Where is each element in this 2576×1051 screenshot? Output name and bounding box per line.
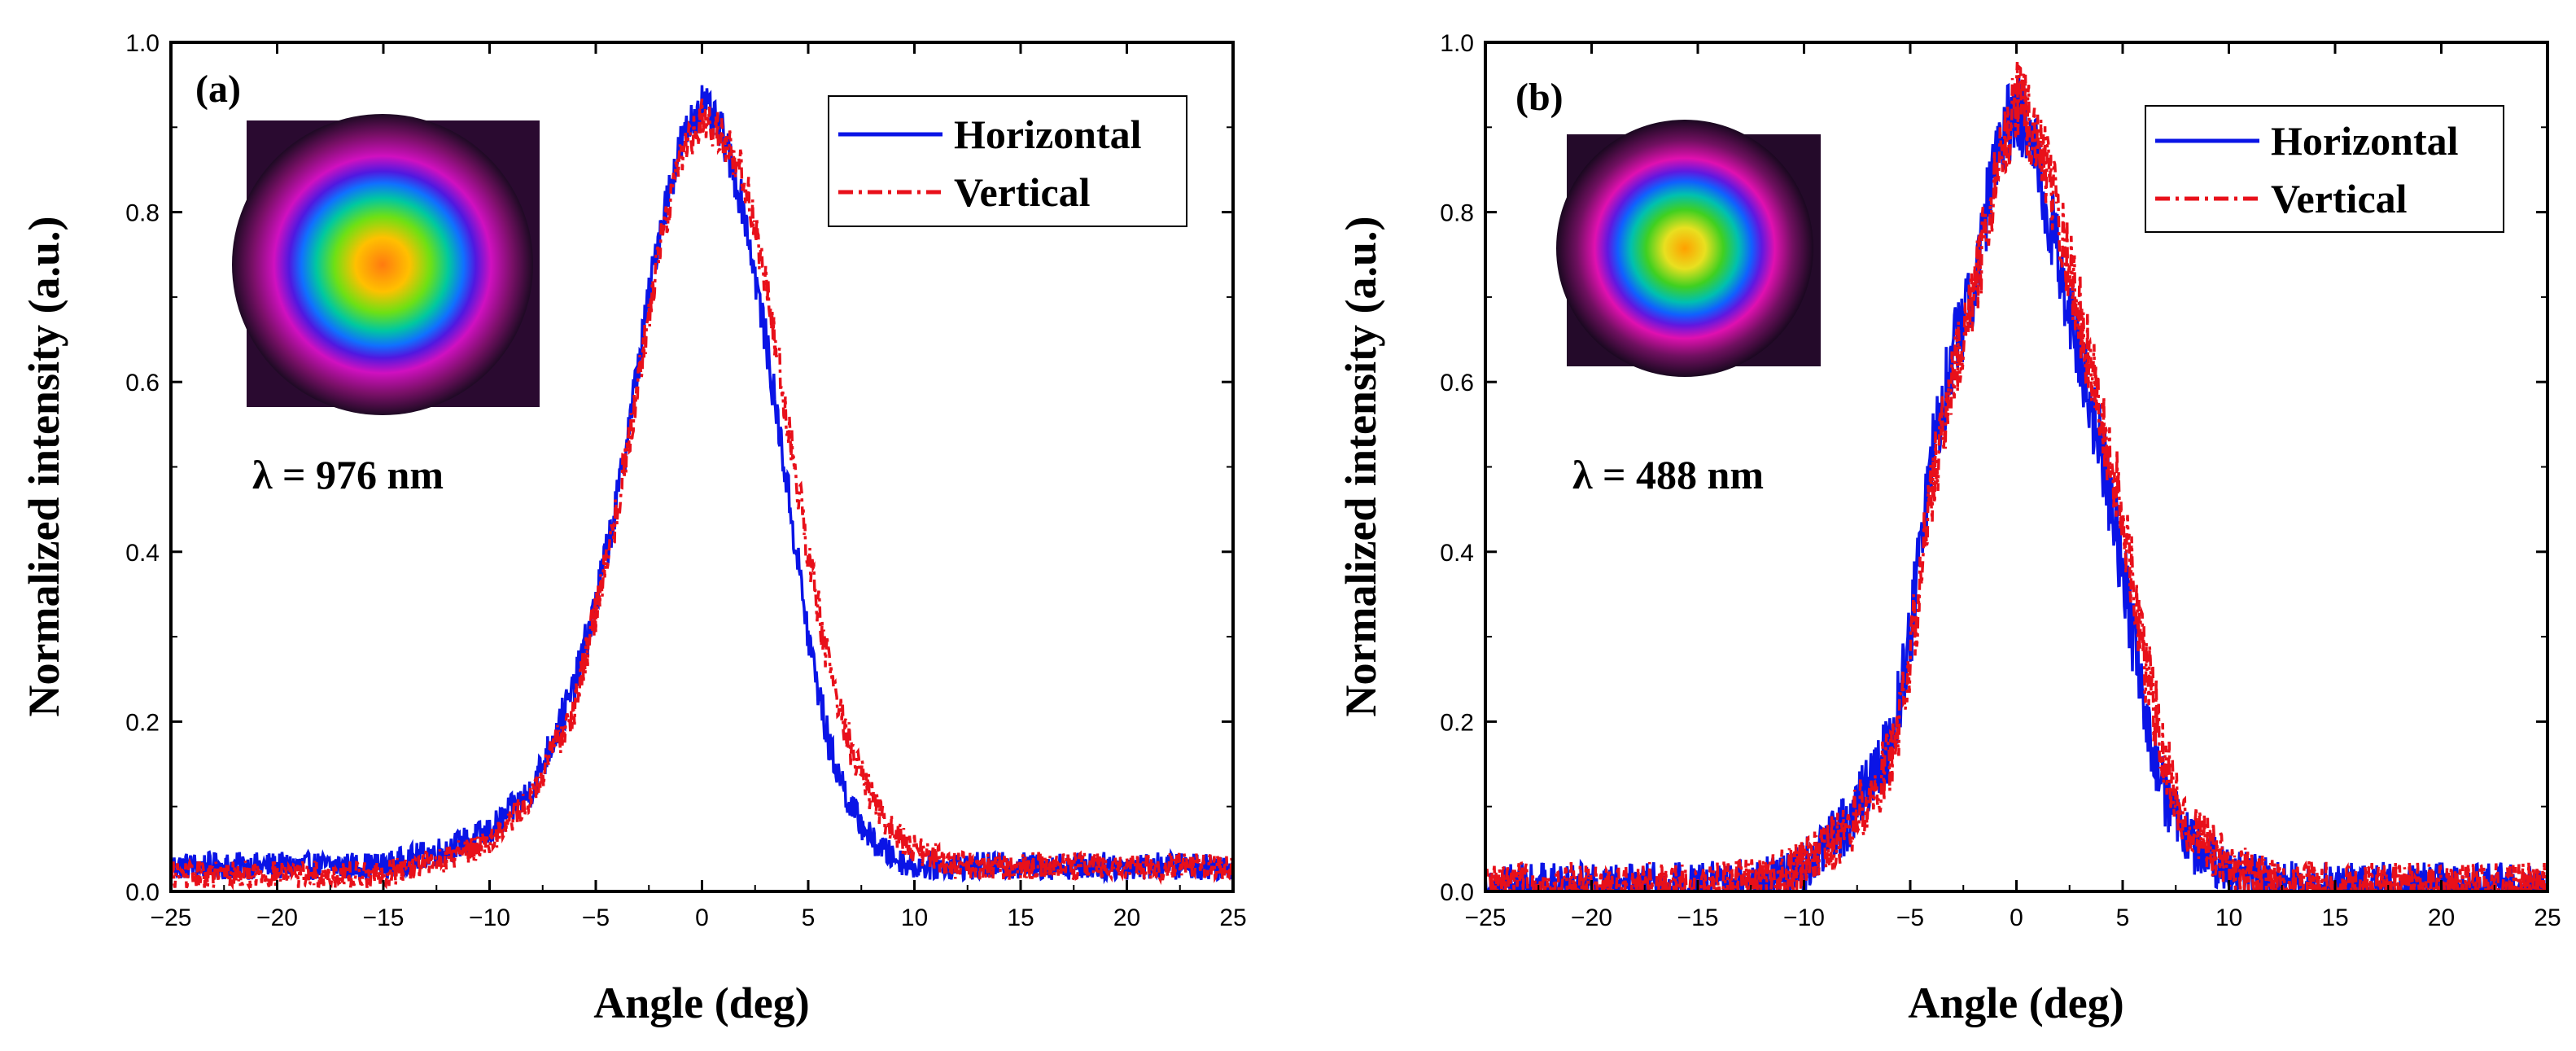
panel-a-series-layer	[171, 85, 1233, 891]
panel-a-x-tick-label: 25	[1219, 904, 1246, 931]
panel-a-tick-layer: −25 −20 −15 −10 −5 0 5 10 15 20 25 0.0 0.2 0.4 0.6 0.8 1…	[125, 30, 1246, 931]
panel-b-legend-label-vertical: Vertical	[2271, 176, 2408, 221]
panel-b-x-tick-label: −20	[1571, 904, 1612, 931]
panel-a-legend-label-horizontal: Horizontal	[954, 112, 1142, 157]
panel-a-x-tick-label: 5	[802, 904, 816, 931]
panel-b-series-layer	[1485, 62, 2548, 891]
panel-b-x-tick-label: −25	[1465, 904, 1507, 931]
panel-b-x-tick-label: 20	[2428, 904, 2455, 931]
panel-a-legend: Horizontal Vertical	[828, 95, 1187, 227]
panel-a-y-tick-label: 0.2	[125, 709, 160, 736]
panel-a-x-tick-label: 0	[695, 904, 709, 931]
panel-a-series-vertical	[171, 99, 1233, 891]
panel-b-x-tick-label: 0	[2010, 904, 2023, 931]
panel-b-legend-box	[2145, 105, 2504, 233]
panel-a-x-tick-label: −15	[363, 904, 405, 931]
panel-a-x-tick-label: −20	[256, 904, 298, 931]
panel-b-beam-profile-image	[1556, 120, 1813, 377]
panel-b-inset	[1556, 120, 1821, 377]
panel-a-x-tick-label: −10	[469, 904, 510, 931]
panel-a-y-tick-label: 0.6	[125, 370, 160, 396]
panel-b-y-tick-label: 1.0	[1440, 30, 1474, 57]
panel-b-x-tick-label: 15	[2321, 904, 2348, 931]
panel-b-legend-label-horizontal: Horizontal	[2271, 118, 2459, 164]
panel-a-y-axis-title: Normalized intensity (a.u.)	[20, 217, 68, 717]
panel-a-x-axis-title: Angle (deg)	[593, 979, 809, 1027]
panel-b-x-tick-label: 10	[2215, 904, 2242, 931]
panel-a-legend-box	[828, 95, 1187, 227]
panel-b-y-tick-label: 0.2	[1440, 709, 1474, 736]
panel-b-x-tick-label: −15	[1677, 904, 1719, 931]
panel-b-wavelength-annotation: λ = 488 nm	[1572, 452, 1764, 497]
panel-b-x-tick-label: 5	[2116, 904, 2130, 931]
panel-b-y-tick-label: 0.0	[1440, 879, 1474, 906]
panel-b-x-axis-title: Angle (deg)	[1908, 979, 2123, 1027]
panel-a-y-tick-label: 0.8	[125, 200, 160, 227]
panel-a-y-tick-label: 0.4	[125, 540, 160, 567]
panel-a-x-tick-label: 15	[1007, 904, 1034, 931]
panel-a-series-horizontal	[171, 85, 1233, 885]
panel-a-x-tick-label: 10	[901, 904, 928, 931]
panel-b-series-vertical	[1485, 62, 2548, 891]
panel-a: −25 −20 −15 −10 −5 0 5 10 15 20 25 0.0 0.2 0.4 0.6 0.8 1…	[20, 30, 1247, 1027]
panel-b-legend: Horizontal Vertical	[2145, 105, 2504, 233]
panel-b-y-tick-label: 0.8	[1440, 200, 1474, 227]
panel-b-tick-layer: −25 −20 −15 −10 −5 0 5 10 15 20 25 0.0 0.2 0.4 0.6 0.8 1…	[1440, 30, 2561, 931]
panel-b-y-axis-title: Normalized intensity (a.u.)	[1336, 217, 1385, 717]
panel-b: −25 −20 −15 −10 −5 0 5 10 15 20 25 0.0 0.2 0.4 0.6 0.8 1…	[1336, 30, 2561, 1027]
panel-a-x-tick-label: 20	[1113, 904, 1140, 931]
panel-a-legend-label-vertical: Vertical	[954, 169, 1091, 215]
panel-b-y-tick-label: 0.4	[1440, 540, 1474, 567]
panel-a-wavelength-annotation: λ = 976 nm	[252, 452, 444, 497]
panel-a-y-tick-label: 1.0	[125, 30, 160, 57]
panel-a-y-tick-label: 0.0	[125, 879, 160, 906]
panel-b-y-tick-label: 0.6	[1440, 370, 1474, 396]
panel-a-label: (a)	[195, 68, 241, 111]
panel-b-x-tick-label: −5	[1896, 904, 1924, 931]
panel-a-inset	[232, 114, 540, 415]
panel-b-label: (b)	[1515, 76, 1564, 119]
panel-b-x-tick-label: 25	[2534, 904, 2561, 931]
panel-b-x-tick-label: −10	[1783, 904, 1825, 931]
panel-a-x-tick-label: −25	[151, 904, 192, 931]
panel-a-beam-profile-image	[232, 114, 533, 415]
panel-a-x-tick-label: −5	[582, 904, 610, 931]
